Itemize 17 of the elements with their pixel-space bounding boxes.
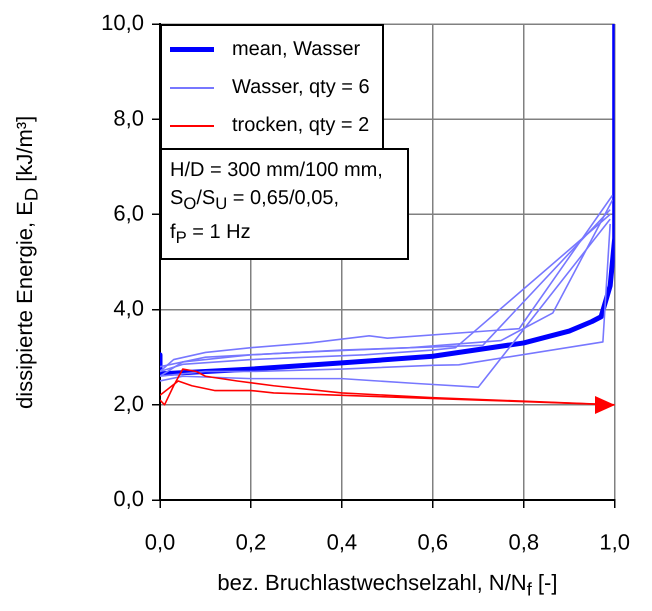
legend-label: mean, Wasser [231,37,362,62]
x-tick-label: 0,4 [326,529,358,554]
y-tick-label: 8,0 [113,105,144,130]
y-tick-label: 2,0 [113,390,144,416]
x-tick-label: 0,6 [418,529,448,554]
legend-label: trocken, qty = 2 [231,113,370,138]
legend-label: Wasser, qty = 6 [231,75,370,100]
y-tick-label: 6,0 [113,200,144,226]
x-tick-label: 1,0 [599,529,630,554]
text: H/D = 300 mm/100 mm, S$_{O}$/S$_{U}$ = 0,65/0,05, f$_{P}$ = 1 Hz [170,159,383,247]
y-tick-label: 10,0 [101,10,144,36]
x-tick-label: 0,2 [236,529,266,554]
y-tick-label: 4,0 [113,296,144,321]
x-tick-label: 0,0 [144,529,176,554]
x-axis-title: bez. Bruchlastwechselzahl, N/N$_{f}$ [-] [217,570,558,600]
x-tick-label: 0,8 [508,529,540,554]
y-tick-label: 0,0 [113,486,144,512]
